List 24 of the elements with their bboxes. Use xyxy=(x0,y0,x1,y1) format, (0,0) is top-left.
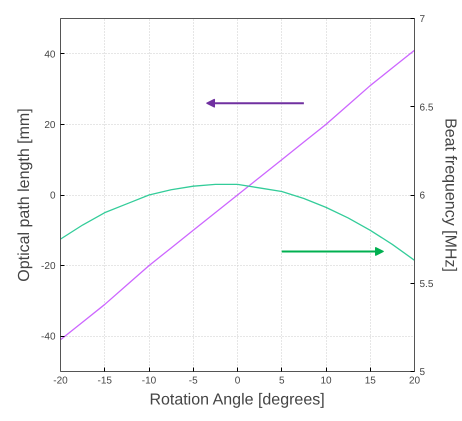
x-tick-label: -5 xyxy=(188,376,198,386)
x-tick-label: -10 xyxy=(142,376,157,386)
y2-axis-title: Beat frequency [MHz] xyxy=(441,118,458,272)
x-tick-label: 20 xyxy=(408,376,420,386)
y-tick-label: -20 xyxy=(41,261,56,272)
x-tick-label: -20 xyxy=(53,376,68,386)
x-tick-label: 5 xyxy=(278,376,285,386)
y-tick-label: 20 xyxy=(44,120,56,131)
y-tick-label: 0 xyxy=(50,190,56,202)
y2-tick-label: 6 xyxy=(420,190,426,202)
line-series xyxy=(60,184,414,261)
x-axis-title: Rotation Angle [degrees] xyxy=(149,392,325,408)
x-tick-label: 10 xyxy=(320,376,332,386)
y2-tick-label: 7 xyxy=(420,14,426,25)
y2-tick-label: 6.5 xyxy=(420,102,434,114)
y-axis-title: Optical path length [mm] xyxy=(16,108,34,282)
x-tick-label: -15 xyxy=(98,376,112,386)
x-tick-label: 0 xyxy=(234,376,241,386)
y2-tick-label: 5.5 xyxy=(420,278,434,290)
y-tick-label: -40 xyxy=(41,332,56,343)
x-tick-label: 15 xyxy=(364,376,376,386)
line-series xyxy=(60,50,414,340)
y-tick-label: 40 xyxy=(44,49,56,60)
y2-tick-label: 5 xyxy=(420,367,426,378)
